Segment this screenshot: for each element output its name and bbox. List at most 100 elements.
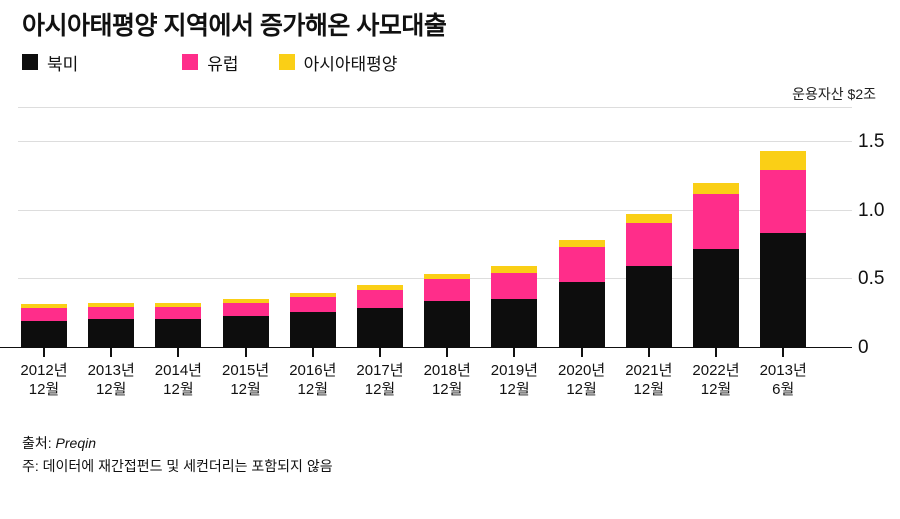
x-axis-tick-mark: [177, 348, 180, 357]
footnote-source-label: 출처:: [22, 435, 52, 451]
bar-segment-asia-pacific: [491, 265, 538, 273]
legend-swatch-north-america-icon: [22, 54, 38, 70]
bar-segment-europe: [88, 306, 135, 320]
bar-segment-asia-pacific: [289, 293, 336, 298]
x-axis-tick-mark: [110, 348, 113, 357]
bar-group[interactable]: [558, 239, 605, 348]
x-axis-tick-label: 2017년 12월: [356, 362, 404, 398]
bar-segment-asia-pacific: [88, 302, 135, 307]
x-axis-tick-label: 2016년 12월: [289, 362, 337, 398]
bar-segment-north-america: [558, 282, 605, 348]
bar-segment-north-america: [222, 316, 269, 348]
bar-group[interactable]: [155, 302, 202, 348]
bar-segment-europe: [760, 169, 807, 233]
y-axis-caption: 운용자산 $2조: [792, 86, 876, 102]
x-axis-tick-mark: [311, 348, 314, 357]
bar-segment-europe: [558, 246, 605, 283]
x-axis-tick-label: 2021년 12월: [625, 362, 673, 398]
x-axis-tick-mark: [43, 348, 45, 357]
x-axis-tick-mark: [647, 348, 650, 357]
footnote-source-value: Preqin: [55, 435, 97, 451]
gridline-1.0: [18, 209, 852, 211]
bar-group[interactable]: [491, 265, 538, 348]
legend-item-europe: 유럽: [182, 50, 239, 75]
bar-segment-north-america: [289, 312, 336, 348]
bar-segment-europe: [222, 302, 269, 317]
legend-label-asia-pacific: 아시아태평양: [303, 54, 398, 74]
x-axis-tick-mark: [244, 348, 247, 357]
x-axis-tick-label: 2012년 12월: [20, 362, 68, 398]
bar-segment-asia-pacific: [155, 302, 202, 307]
x-axis-tick-mark: [715, 348, 717, 357]
chart-legend: 북미 유럽 아시아태평양: [22, 50, 397, 74]
bar-segment-europe: [693, 194, 739, 250]
bar-segment-north-america: [357, 308, 403, 348]
bar-segment-asia-pacific: [760, 150, 807, 170]
y-axis-tick-1.5: 1.5: [858, 131, 885, 153]
chart-footnotes: 출처: Preqin 주: 데이터에 재간접펀드 및 세컨더리는 포함되지 않음: [22, 432, 333, 478]
x-axis-tick-label: 2013년 6월: [759, 362, 807, 398]
bar-segment-europe: [491, 272, 538, 299]
x-axis-tick-label: 2015년 12월: [222, 362, 270, 398]
bar-group[interactable]: [289, 293, 336, 348]
bar-group[interactable]: [760, 150, 807, 348]
bar-segment-north-america: [88, 319, 135, 348]
x-axis-tick-label: 2019년 12월: [490, 362, 538, 398]
bar-segment-europe: [625, 223, 672, 266]
bar-segment-asia-pacific: [21, 304, 67, 309]
bar-segment-north-america: [155, 319, 202, 348]
x-axis-tick-label: 2020년 12월: [558, 362, 606, 398]
bar-segment-asia-pacific: [625, 213, 672, 224]
bar-series-group: [0, 108, 852, 348]
bar-segment-europe: [289, 297, 336, 313]
x-axis-tick-mark: [580, 348, 583, 357]
bar-segment-europe: [357, 290, 403, 309]
bar-group[interactable]: [88, 302, 135, 348]
bar-segment-north-america: [424, 301, 471, 348]
x-axis-tick-mark: [379, 348, 381, 357]
x-axis-tick-mark: [513, 348, 516, 357]
y-axis-tick-0: 0: [858, 337, 869, 358]
legend-swatch-asia-pacific-icon: [278, 54, 295, 70]
bar-segment-north-america: [693, 249, 739, 348]
footnote-source: 출처: Preqin: [22, 432, 333, 455]
x-axis-tick-label: 2013년 12월: [87, 362, 135, 398]
bar-segment-asia-pacific: [424, 273, 471, 280]
bar-segment-asia-pacific: [357, 284, 403, 291]
legend-label-europe: 유럽: [207, 54, 239, 74]
bar-segment-north-america: [760, 232, 807, 348]
bar-segment-asia-pacific: [222, 298, 269, 303]
y-axis-tick-1.0: 1.0: [858, 199, 885, 221]
page-title: 아시아태평양 지역에서 증가해온 사모대출: [22, 12, 447, 40]
y-axis-tick-0.5: 0.5: [858, 268, 885, 290]
legend-label-north-america: 북미: [47, 54, 79, 74]
bar-segment-europe: [155, 306, 202, 320]
x-axis-tick-label: 2022년 12월: [692, 362, 740, 398]
gridline-top: [18, 107, 852, 108]
x-axis: 2012년 12월 2013년 12월 2014년 12월 2015년 12월 2016년 12월…: [0, 348, 852, 408]
bar-segment-europe: [21, 308, 67, 321]
legend-item-north-america: 북미: [22, 50, 78, 75]
x-axis-tick-mark: [446, 348, 449, 357]
bar-segment-asia-pacific: [693, 183, 739, 195]
x-axis-tick-label: 2018년 12월: [423, 362, 471, 398]
bar-group[interactable]: [693, 183, 739, 348]
gridline-1.5: [18, 141, 852, 143]
bar-group[interactable]: [357, 284, 403, 348]
bar-segment-north-america: [625, 265, 672, 348]
bar-group[interactable]: [424, 273, 471, 348]
bar-segment-europe: [424, 279, 471, 302]
bar-group[interactable]: [21, 304, 67, 348]
x-axis-tick-mark: [782, 348, 785, 357]
legend-swatch-europe-icon: [182, 54, 199, 70]
x-axis-tick-label: 2014년 12월: [154, 362, 202, 398]
bar-segment-asia-pacific: [558, 239, 605, 247]
plot-area: [0, 107, 852, 348]
bar-segment-north-america: [21, 320, 67, 348]
bar-group[interactable]: [625, 213, 672, 348]
bar-group[interactable]: [222, 298, 269, 348]
footnote-note: 주: 데이터에 재간접펀드 및 세컨더리는 포함되지 않음: [22, 458, 333, 474]
bar-segment-north-america: [491, 298, 538, 348]
legend-item-asia-pacific: 아시아태평양: [278, 50, 398, 75]
